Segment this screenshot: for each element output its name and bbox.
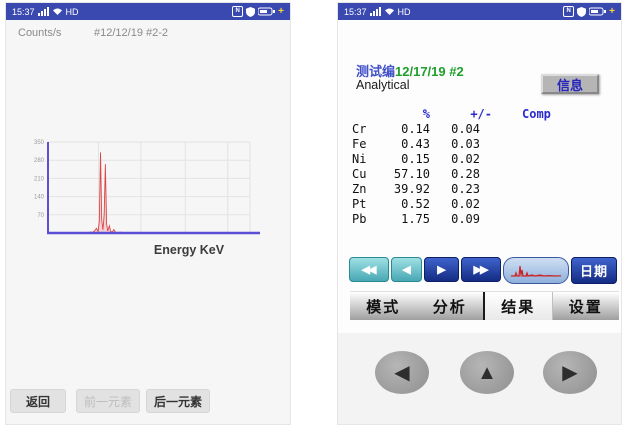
table-row: Pt 0.52 0.02 xyxy=(352,197,480,211)
results-screen: 15:37 HD N + 测试编12/17/ xyxy=(337,2,622,425)
clock-label: 15:37 xyxy=(12,6,35,17)
battery-icon xyxy=(588,7,607,16)
spectrum-screen: 15:37 HD N + Counts/s #12 xyxy=(5,2,291,425)
percent-header: % xyxy=(422,107,430,121)
previous-element-button[interactable]: 前一元素 xyxy=(76,389,140,413)
table-row: Pb 1.75 0.09 xyxy=(352,212,480,226)
test-number-value: 12/17/19 #2 xyxy=(395,64,464,79)
wifi-icon xyxy=(384,7,395,16)
test-title: 测试编12/17/19 #2 xyxy=(356,61,464,80)
comp-header: Comp xyxy=(522,107,551,121)
charging-plus-icon: + xyxy=(278,5,284,17)
network-type-label: HD xyxy=(397,6,411,17)
table-row: Cr 0.14 0.04 xyxy=(352,122,480,136)
signal-icon xyxy=(37,7,49,16)
counts-axis-label: Counts/s xyxy=(18,27,62,39)
table-row: Zn 39.92 0.23 xyxy=(352,182,480,196)
results-rows: Cr 0.14 0.04 Fe 0.43 0.03 Ni 0.15 0.02 Cu 57.10 0.2… xyxy=(352,122,551,227)
error-header: +/- xyxy=(470,107,492,121)
first-record-button[interactable]: ◀◀ xyxy=(349,257,389,282)
svg-text:140: 140 xyxy=(34,195,45,201)
spectrum-view-button[interactable] xyxy=(503,257,569,284)
shield-icon xyxy=(577,6,587,17)
status-bar: 15:37 HD N + xyxy=(6,3,290,20)
nfc-icon: N xyxy=(563,6,575,17)
status-bar: 15:37 HD N + xyxy=(338,3,621,20)
results-table: % +/- Comp Cr 0.14 0.04 Fe 0.43 0.03 Ni 0.15 0.0… xyxy=(352,107,551,227)
analysis-mode-label: Analytical xyxy=(356,78,410,92)
dpad-up-button[interactable]: ▲ xyxy=(460,351,514,394)
clock-label: 15:37 xyxy=(344,6,367,17)
element-nav-bar: 返回 前一元素 后一元素 xyxy=(6,389,290,417)
next-record-button[interactable]: ▶ xyxy=(424,257,459,282)
tab-bar: 模式 分析 结果 设置 xyxy=(350,291,619,320)
previous-record-button[interactable]: ◀ xyxy=(391,257,422,282)
spectrum-svg: 70 140 210 280 350 xyxy=(34,140,260,235)
dpad-left-button[interactable]: ◀ xyxy=(375,351,429,394)
wifi-icon xyxy=(52,7,63,16)
svg-text:70: 70 xyxy=(37,213,44,219)
signal-icon xyxy=(369,7,381,16)
test-number-label: 测试编 xyxy=(356,64,396,79)
tab-analysis[interactable]: 分析 xyxy=(432,298,467,316)
tab-mode[interactable]: 模式 xyxy=(366,298,401,316)
battery-icon xyxy=(257,7,276,16)
bottom-panel: ◀ ▲ ▶ xyxy=(338,333,621,424)
table-header-row: % +/- Comp xyxy=(352,107,551,122)
mini-spectrum-icon xyxy=(509,263,563,279)
info-button[interactable]: 信息 xyxy=(541,74,599,94)
tab-settings[interactable]: 设置 xyxy=(568,298,603,316)
next-element-button[interactable]: 后一元素 xyxy=(146,389,210,413)
svg-text:210: 210 xyxy=(34,176,45,182)
last-record-button[interactable]: ▶▶ xyxy=(461,257,501,282)
charging-plus-icon: + xyxy=(609,5,615,17)
shield-icon xyxy=(246,6,256,17)
energy-axis-label: Energy KeV xyxy=(153,243,225,257)
table-row: Fe 0.43 0.03 xyxy=(352,137,480,151)
network-type-label: HD xyxy=(65,6,79,17)
svg-text:350: 350 xyxy=(34,140,45,146)
date-button[interactable]: 日期 xyxy=(571,257,617,284)
right-arrow-icon: ▶ xyxy=(562,361,578,384)
svg-text:280: 280 xyxy=(34,158,45,164)
dpad-right-button[interactable]: ▶ xyxy=(543,351,597,394)
spectrum-chart: 70 140 210 280 350 xyxy=(24,139,260,239)
left-arrow-icon: ◀ xyxy=(394,361,410,384)
up-arrow-icon: ▲ xyxy=(477,361,497,384)
record-nav-bar: ◀◀ ◀ ▶ ▶▶ 日期 xyxy=(349,257,617,284)
tab-results[interactable]: 结果 xyxy=(483,292,553,320)
nfc-icon: N xyxy=(232,6,244,17)
sample-id-label: #12/12/19 #2-2 xyxy=(94,27,169,39)
table-row: Cu 57.10 0.28 xyxy=(352,167,480,181)
table-row: Ni 0.15 0.02 xyxy=(352,152,480,166)
back-button[interactable]: 返回 xyxy=(10,389,66,413)
